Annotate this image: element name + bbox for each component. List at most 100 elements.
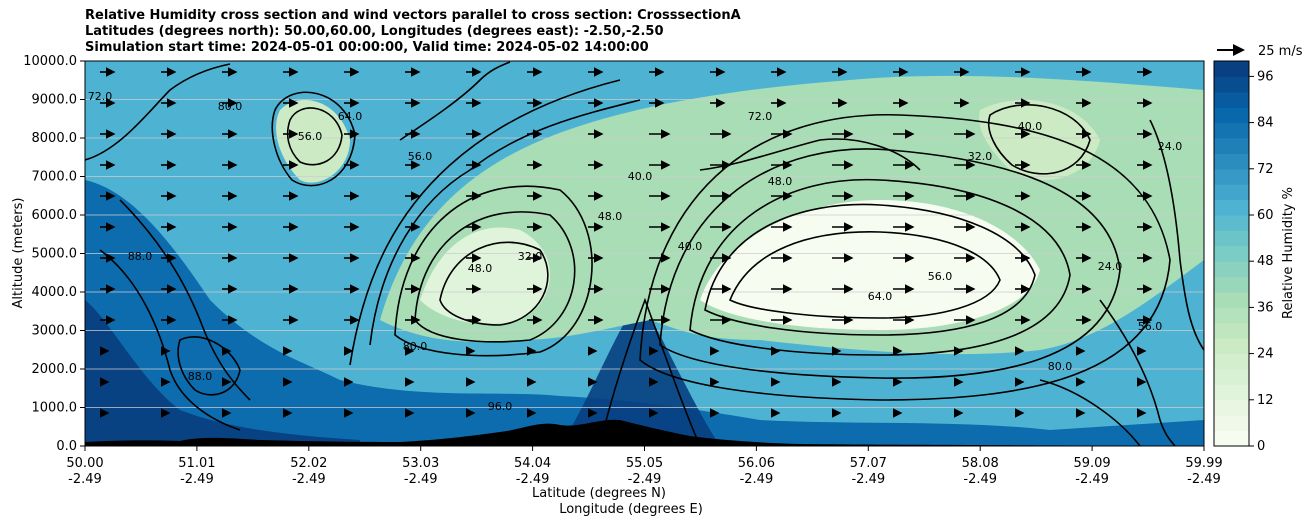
contour-label: 32.0	[968, 150, 993, 163]
x-tick-label-lat: 59.99	[1185, 456, 1222, 471]
x-tick-label-lat: 52.02	[290, 456, 327, 471]
contour-line	[99, 249, 241, 431]
colorbar-band	[1214, 61, 1249, 77]
colorbar-tick-label: 0	[1257, 439, 1265, 454]
colorbar-band	[1214, 399, 1249, 416]
contour-label: 40.0	[628, 170, 653, 183]
contour-label: 24.0	[1098, 260, 1123, 273]
contour-line	[1099, 299, 1176, 446]
contour-line	[1149, 119, 1204, 351]
colorbar-band	[1214, 353, 1249, 370]
x-axis: 50.00-2.4951.01-2.4952.02-2.4953.03-2.49…	[66, 446, 1223, 487]
contour-labels: 48.0 32.0 64.0 56.0 56.0 40.0 88.0 80.0 40.0 48.0…	[88, 90, 1183, 413]
x-tick-label-lat: 51.01	[178, 456, 215, 471]
contour-label: 72.0	[748, 110, 773, 123]
colorbar-label: Relative Humidity %	[1281, 187, 1296, 319]
contour-label: 32.0	[518, 250, 543, 263]
x-axis-label-lat: Latitude (degrees N)	[532, 486, 666, 501]
contour-line	[689, 178, 1071, 356]
colorbar-band	[1214, 430, 1249, 447]
y-tick-label: 6000.0	[32, 208, 78, 223]
contour-line	[286, 107, 343, 166]
colorbar-tick-label: 84	[1257, 116, 1274, 131]
contour-line	[369, 99, 641, 346]
contour-line	[271, 91, 356, 187]
colorbar-band	[1214, 122, 1249, 139]
contour-line	[399, 61, 511, 141]
y-tick-label: 0.0	[56, 439, 77, 454]
colorbar-band	[1214, 199, 1249, 216]
contour-label: 48.0	[468, 262, 493, 275]
x-tick-label-lat: 53.03	[402, 456, 439, 471]
dry-upper-right	[979, 100, 1100, 180]
y-tick-label: 10000.0	[23, 54, 77, 69]
colorbar-band	[1214, 384, 1249, 401]
colorbar-band	[1214, 369, 1249, 385]
colorbar-band	[1214, 276, 1249, 293]
colorbar-tick-label: 36	[1257, 300, 1274, 315]
contour-label: 88.0	[188, 370, 213, 383]
very-humid-mid	[560, 300, 720, 446]
contour-line	[599, 297, 701, 446]
contour-label: 80.0	[218, 100, 243, 113]
x-tick-label-lon: -2.49	[180, 472, 214, 487]
colorbar-band	[1214, 76, 1249, 93]
contour-label: 40.0	[678, 240, 703, 253]
colorbar-band	[1214, 138, 1249, 154]
very-humid-lower-left	[85, 300, 360, 446]
chart-title-line-3: Simulation start time: 2024-05-01 00:00:…	[85, 40, 649, 55]
contour-label: 56.0	[1138, 320, 1163, 333]
contour-label: 88.0	[128, 250, 153, 263]
colorbar-tick-label: 72	[1257, 162, 1274, 177]
x-tick-label-lat: 54.04	[514, 456, 551, 471]
y-tick-label: 9000.0	[32, 93, 78, 108]
contour-line	[728, 231, 1001, 319]
contour-line	[704, 203, 1036, 336]
contour-label: 48.0	[768, 175, 793, 188]
colorbar-band	[1214, 184, 1249, 201]
x-tick-label-lon: -2.49	[292, 472, 326, 487]
x-tick-label-lon: -2.49	[516, 472, 550, 487]
contour-label: 64.0	[338, 110, 363, 123]
colorbar-band	[1214, 292, 1249, 308]
y-gridlines	[85, 99, 1204, 408]
terrain	[85, 419, 1204, 446]
contour-label: 80.0	[1048, 360, 1073, 373]
y-tick-label: 5000.0	[32, 247, 78, 262]
colorbar-tick-label: 24	[1257, 347, 1274, 362]
x-tick-label-lat: 57.07	[850, 456, 887, 471]
contour-line	[177, 336, 241, 396]
y-axis: 0.0 1000.0 2000.0 3000.0 4000.0 5000.0 6000.0 7…	[23, 54, 85, 454]
colorbar-band	[1214, 245, 1249, 262]
contour-label: 56.0	[408, 150, 433, 163]
y-tick-label: 7000.0	[32, 170, 78, 185]
contour-label: 40.0	[1018, 120, 1043, 133]
x-tick-label-lon: -2.49	[740, 472, 774, 487]
colorbar-band	[1214, 107, 1249, 124]
colorbar-tick-label: 60	[1257, 208, 1274, 223]
colorbar-band	[1214, 307, 1249, 324]
colorbar-band	[1214, 91, 1249, 108]
wind-reference-key: 25 m/s	[1217, 44, 1303, 59]
contour-label: 24.0	[1158, 140, 1183, 153]
plot-area: 48.0 32.0 64.0 56.0 56.0 40.0 88.0 80.0 40.0 48.0…	[85, 61, 1204, 446]
colorbar: 0 12 24 36 48 60 72 84 96 Relative Humidity %	[1213, 60, 1296, 454]
x-tick-label-lon: -2.49	[1075, 472, 1109, 487]
colorbar-tick-label: 12	[1257, 393, 1274, 408]
x-tick-label-lon: -2.49	[851, 472, 885, 487]
contour-label: 80.0	[403, 340, 428, 353]
contour-line	[988, 104, 1091, 175]
contour-line	[414, 211, 576, 343]
contour-line	[639, 113, 1171, 401]
dry-inner-core	[420, 227, 550, 324]
y-tick-label: 3000.0	[32, 324, 78, 339]
colorbar-band	[1214, 338, 1249, 355]
x-tick-label-lat: 50.00	[66, 456, 103, 471]
colorbar-tick-label: 48	[1257, 254, 1274, 269]
wind-vectors	[100, 67, 1153, 418]
contour-label: 48.0	[598, 210, 623, 223]
x-tick-label-lon: -2.49	[628, 472, 662, 487]
colorbar-band	[1214, 230, 1249, 247]
contour-line	[349, 79, 621, 366]
